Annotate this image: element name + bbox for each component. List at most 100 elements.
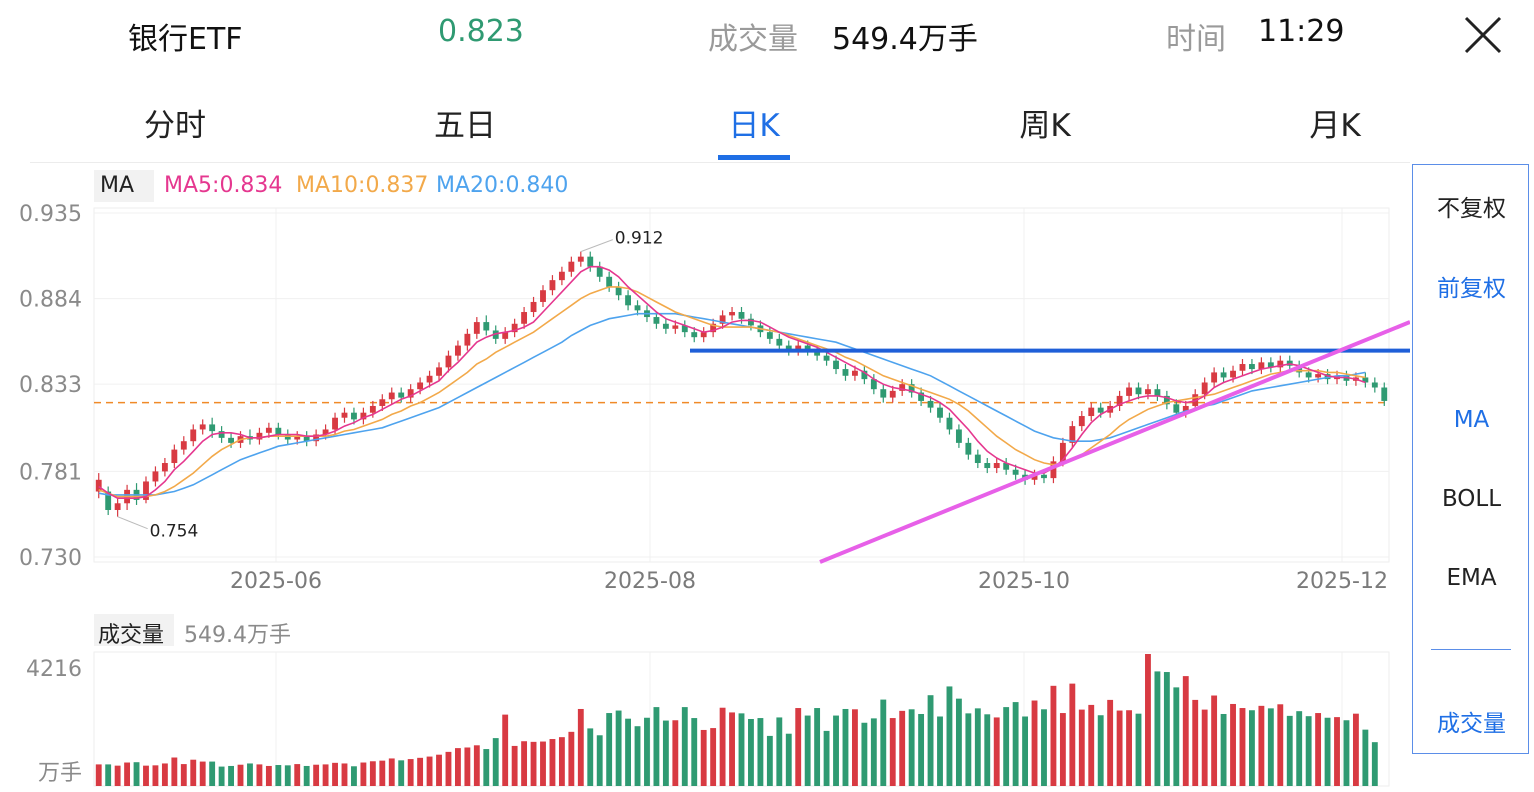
trend-line bbox=[819, 320, 1410, 564]
volume-bar bbox=[1258, 705, 1265, 786]
menu-ma[interactable]: MA bbox=[1453, 407, 1490, 433]
candle bbox=[180, 436, 187, 455]
volume-bar bbox=[1305, 716, 1312, 786]
volume-bar bbox=[1088, 704, 1095, 786]
volume-bar bbox=[284, 765, 291, 786]
candle bbox=[1239, 358, 1246, 376]
candle bbox=[313, 429, 320, 447]
volume-bar bbox=[1041, 709, 1047, 786]
volume-bar bbox=[124, 762, 131, 786]
candle bbox=[1286, 355, 1293, 371]
candle-body bbox=[662, 323, 669, 329]
candle bbox=[95, 473, 102, 499]
candle bbox=[351, 407, 357, 425]
volume-bar bbox=[360, 762, 367, 786]
volume-chart[interactable]: 4216 万手 bbox=[0, 640, 1410, 792]
tab-monthly-k[interactable]: 月K bbox=[1309, 108, 1361, 144]
volume-bar bbox=[1324, 717, 1331, 786]
volume-bar bbox=[483, 749, 490, 786]
candle bbox=[114, 498, 121, 517]
high-leader bbox=[580, 239, 613, 253]
candle bbox=[1267, 357, 1274, 373]
candle-body bbox=[294, 436, 301, 440]
volume-panel-label: 成交量 bbox=[98, 623, 165, 648]
candle-body bbox=[776, 338, 783, 346]
volume-bar bbox=[1031, 700, 1038, 786]
menu-boll[interactable]: BOLL bbox=[1441, 486, 1502, 512]
candle-body bbox=[398, 392, 405, 398]
candle bbox=[577, 251, 584, 267]
candle bbox=[171, 444, 178, 469]
x-tick-label: 2025-12 bbox=[1296, 569, 1388, 594]
volume-bar bbox=[804, 715, 811, 786]
candle-body bbox=[322, 429, 329, 435]
menu-ema[interactable]: EMA bbox=[1446, 565, 1497, 591]
candle-body bbox=[454, 345, 461, 356]
plot-frame bbox=[93, 207, 1390, 563]
volume-bar bbox=[1116, 710, 1123, 786]
tab-five-day[interactable]: 五日 bbox=[434, 108, 496, 144]
candle bbox=[1116, 390, 1123, 412]
candle bbox=[1145, 384, 1151, 400]
candle bbox=[785, 340, 792, 356]
volume-bar bbox=[946, 686, 953, 786]
volume-bar bbox=[436, 754, 442, 786]
tab-daily-k[interactable]: 日K bbox=[728, 108, 780, 144]
volume-panel-label-box[interactable] bbox=[94, 614, 174, 646]
volume-bar bbox=[473, 745, 480, 786]
candle-body bbox=[180, 441, 187, 450]
candle-body bbox=[700, 332, 707, 338]
menu-no-adjust[interactable]: 不复权 bbox=[1437, 196, 1506, 222]
volume-bar bbox=[606, 713, 613, 786]
tab-weekly-k[interactable]: 周K bbox=[1019, 108, 1071, 144]
candle-body bbox=[1154, 389, 1161, 396]
close-icon[interactable] bbox=[1462, 14, 1504, 56]
candle-body bbox=[549, 280, 556, 291]
candle bbox=[256, 427, 263, 445]
volume-bar bbox=[388, 758, 395, 786]
volume-bar bbox=[1022, 716, 1029, 786]
candle-body bbox=[114, 503, 121, 510]
volume-bar bbox=[937, 716, 943, 786]
x-tick-label: 2025-08 bbox=[604, 569, 696, 594]
candle-body bbox=[814, 350, 821, 356]
candle-body bbox=[105, 491, 112, 510]
candle bbox=[889, 385, 896, 403]
volume-bar bbox=[1267, 708, 1274, 786]
volume-bar bbox=[625, 718, 631, 786]
volume-bar bbox=[133, 762, 140, 786]
candle bbox=[937, 402, 943, 423]
candle bbox=[710, 318, 717, 338]
candle-body bbox=[1059, 442, 1066, 462]
candle bbox=[662, 318, 669, 334]
candle bbox=[918, 387, 925, 406]
menu-volume[interactable]: 成交量 bbox=[1437, 711, 1506, 737]
candle-body bbox=[1258, 362, 1265, 370]
candle-body bbox=[738, 312, 745, 319]
tab-intraday[interactable]: 分时 bbox=[144, 108, 206, 144]
volume-bar bbox=[889, 718, 896, 786]
volume-bar bbox=[265, 765, 272, 786]
candle-body bbox=[190, 429, 197, 442]
volume-bar bbox=[918, 713, 925, 786]
volume-bar bbox=[1211, 695, 1218, 786]
y-tick-label: 0.781 bbox=[19, 460, 82, 485]
candle-body bbox=[558, 271, 565, 281]
candle bbox=[842, 364, 849, 381]
price-chart[interactable]: 0.935 0.884 0.833 0.781 0.730 2025-06 2025-08 2… bbox=[0, 0, 1410, 600]
ma20-legend: MA20:0.840 bbox=[436, 173, 569, 198]
ma-legend-box[interactable] bbox=[94, 170, 154, 202]
candle-body bbox=[842, 369, 849, 376]
candle bbox=[152, 466, 159, 487]
candle-body bbox=[1088, 407, 1095, 417]
volume-bar bbox=[1343, 720, 1350, 786]
candle bbox=[1211, 367, 1218, 388]
candle bbox=[436, 362, 442, 381]
candle bbox=[1258, 357, 1265, 375]
candle-body bbox=[275, 427, 282, 435]
ma5-legend: MA5:0.834 bbox=[164, 173, 283, 198]
volume-bar bbox=[521, 741, 528, 786]
candle bbox=[927, 395, 934, 413]
volume-bar bbox=[1182, 676, 1189, 786]
menu-forward-adjust[interactable]: 前复权 bbox=[1437, 276, 1506, 302]
